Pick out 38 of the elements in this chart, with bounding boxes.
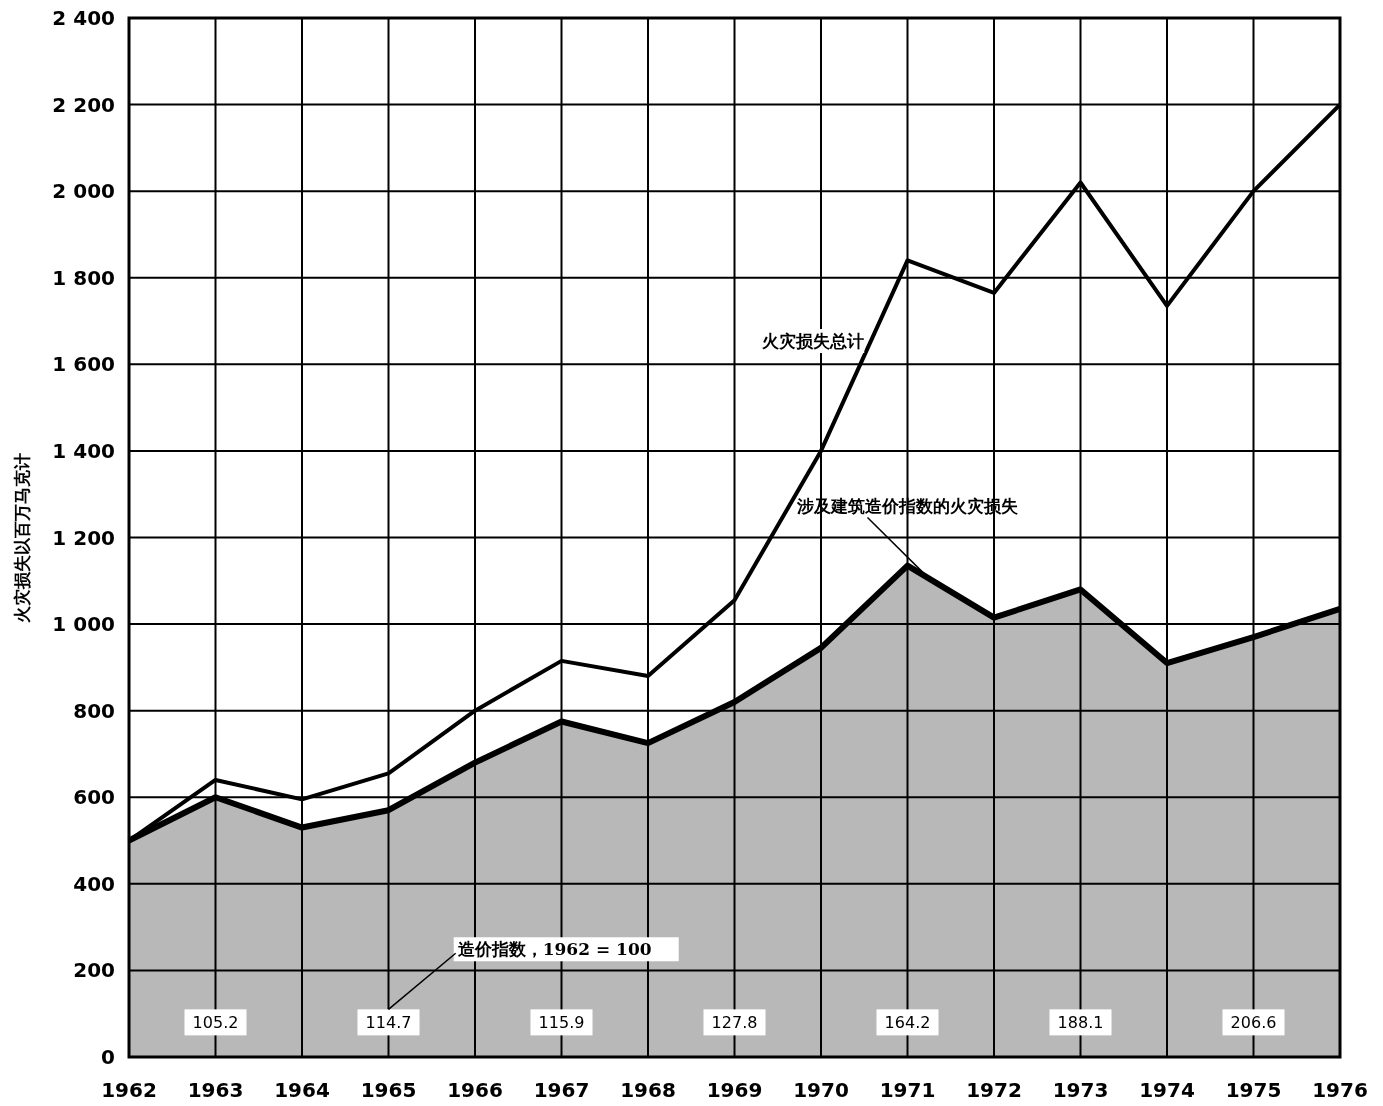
annotation: 206.6	[1230, 1013, 1277, 1033]
y-tick-label: 1 000	[52, 612, 115, 637]
series-label: 火灾损失总计	[762, 331, 865, 352]
y-tick-label: 1 800	[52, 265, 115, 290]
x-tick-label: 1964	[274, 1078, 330, 1102]
annotation: 105.2	[192, 1013, 239, 1033]
y-tick-label: 2 200	[52, 92, 115, 117]
x-tick-label: 1975	[1225, 1078, 1282, 1102]
x-tick-label: 1976	[1312, 1078, 1368, 1102]
y-tick-label: 1 400	[52, 438, 115, 463]
x-tick-label: 1972	[966, 1078, 1022, 1102]
y-tick-label: 0	[101, 1045, 115, 1069]
y-tick-label: 1 200	[52, 525, 115, 550]
annotation: 188.1	[1057, 1013, 1104, 1033]
x-tick-label: 1973	[1052, 1078, 1109, 1102]
y-tick-label: 200	[73, 958, 115, 983]
annotation: 114.7	[365, 1013, 412, 1033]
x-tick-label: 1974	[1139, 1078, 1195, 1102]
x-tick-label: 1963	[187, 1078, 244, 1102]
x-tick-label: 1962	[101, 1078, 157, 1102]
y-tick-label: 800	[73, 698, 115, 723]
y-axis-title: 火灾损失以百万马克计	[12, 452, 32, 623]
x-tick-label: 1970	[793, 1078, 849, 1102]
y-tick-label: 1 600	[52, 352, 115, 377]
x-tick-label: 1967	[533, 1078, 590, 1102]
x-tick-label: 1965	[360, 1078, 417, 1102]
annotation: 164.2	[884, 1013, 931, 1033]
x-tick-label: 1966	[447, 1078, 503, 1102]
annotation: 127.8	[711, 1013, 758, 1033]
annotation: 造价指数，1962 = 100	[457, 939, 652, 960]
y-tick-label: 600	[73, 785, 115, 810]
y-tick-label: 2 000	[52, 179, 115, 204]
y-tick-label: 400	[73, 871, 115, 896]
x-tick-label: 1971	[879, 1078, 936, 1102]
x-tick-label: 1968	[620, 1078, 676, 1102]
annotation: 115.9	[538, 1013, 585, 1033]
x-tick-label: 1969	[706, 1078, 763, 1102]
y-tick-label: 2 400	[52, 6, 115, 30]
